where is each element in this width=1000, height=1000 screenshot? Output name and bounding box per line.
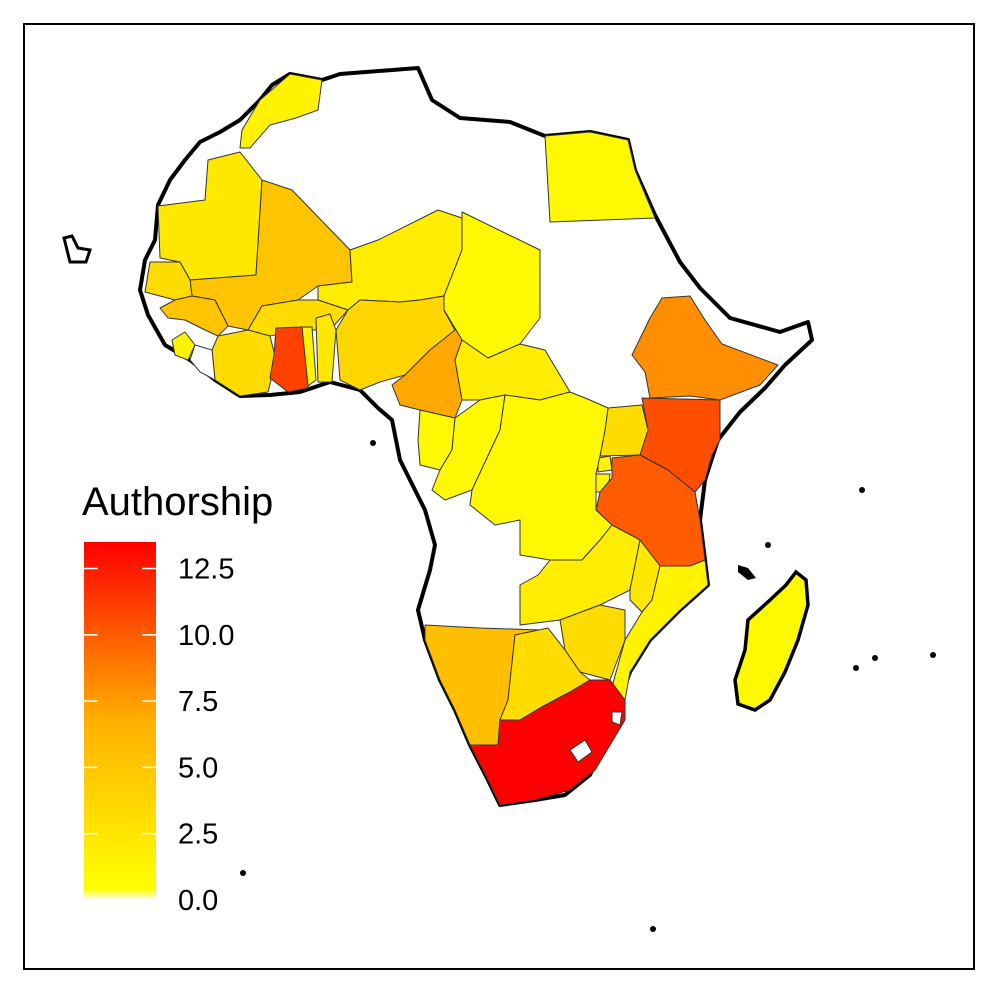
legend-color-bar: [84, 542, 156, 900]
legend-tick-label: 0.0: [178, 885, 218, 917]
color-legend: Authorship 12.5 10.0 7.5 5.0 2.5 0.0: [82, 480, 273, 917]
legend-tick-label: 10.0: [178, 620, 234, 652]
country-madagascar[interactable]: [733, 569, 810, 712]
country-benin[interactable]: [315, 313, 337, 383]
country-mozambique[interactable]: [609, 559, 709, 701]
map-panel-border: [23, 23, 975, 970]
island-mark: [240, 870, 246, 876]
country-rwanda[interactable]: [597, 455, 613, 473]
eswatini: [611, 711, 623, 726]
island-mark: [930, 652, 936, 658]
island-mark: [650, 926, 656, 932]
legend-tick-label: 7.5: [178, 686, 218, 718]
liberia: [189, 344, 216, 381]
island-mark: [859, 487, 865, 493]
country-south-africa[interactable]: [469, 679, 626, 806]
legend-tick-label: 2.5: [178, 819, 218, 851]
legend-tick-label: 5.0: [178, 752, 218, 784]
country-morocco[interactable]: [239, 73, 323, 149]
island-mark: [370, 440, 376, 446]
country-ghana[interactable]: [269, 326, 309, 393]
island-mark: [872, 655, 878, 661]
country-congo[interactable]: [431, 394, 506, 501]
comoros-islands: [738, 565, 756, 580]
island-mark: [853, 665, 859, 671]
legend-tick-label: 12.5: [178, 554, 234, 586]
country-egypt[interactable]: [544, 131, 656, 223]
country-sierra-leone[interactable]: [171, 331, 196, 361]
country-guinea[interactable]: [159, 295, 229, 337]
legend-title: Authorship: [82, 480, 273, 524]
country-mauritania[interactable]: [157, 151, 263, 281]
island-mark: [765, 542, 771, 548]
country-togo[interactable]: [301, 326, 317, 387]
country-zambia[interactable]: [519, 524, 641, 626]
canary-islands: [62, 234, 92, 264]
lesotho: [569, 739, 593, 763]
